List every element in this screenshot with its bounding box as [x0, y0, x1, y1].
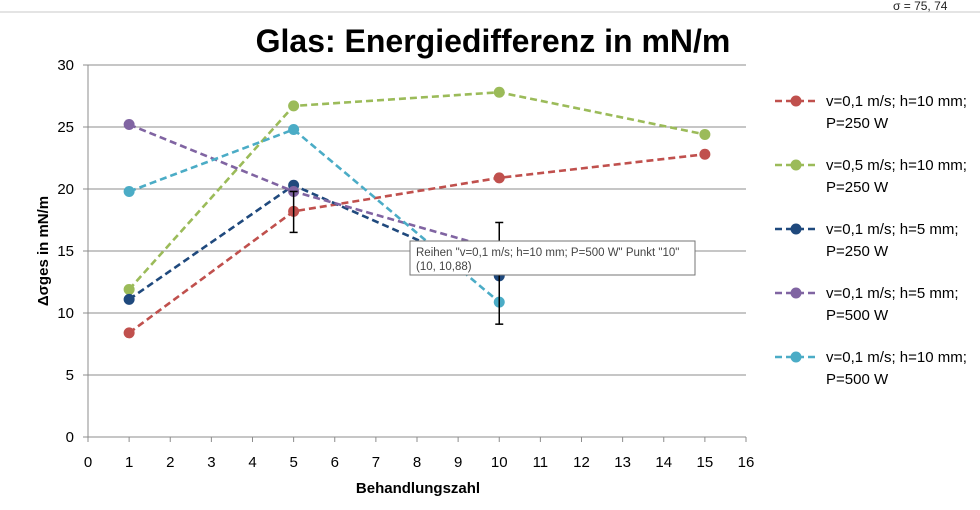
series-2-point-10	[493, 86, 505, 98]
series-2-point-1	[123, 283, 135, 295]
legend-series-2-label-line-2: P=250 W	[826, 179, 889, 196]
corner-text: σ = 75, 74	[893, 0, 948, 13]
x-tick-label-0: 0	[84, 454, 92, 471]
x-tick-label-6: 6	[331, 454, 339, 471]
y-tick-label-5: 5	[66, 367, 74, 384]
series-2-point-5	[288, 100, 300, 112]
legend-series-2-label-line-1: v=0,5 m/s; h=10 mm;	[826, 157, 967, 174]
legend-series-3-label-line-1: v=0,1 m/s; h=5 mm;	[826, 221, 959, 238]
chart-title: Glas: Energiedifferenz in mN/m	[256, 23, 731, 59]
legend-series-4-label-line-1: v=0,1 m/s; h=5 mm;	[826, 285, 959, 302]
legend-series-1-marker	[790, 95, 802, 107]
x-tick-label-9: 9	[454, 454, 462, 471]
y-tick-label-20: 20	[57, 181, 74, 198]
series-5-point-5	[288, 123, 300, 135]
series-4-point-1	[123, 119, 135, 131]
x-tick-label-13: 13	[614, 454, 631, 471]
series-2-line	[128, 90, 706, 291]
series-5-point-1	[123, 185, 135, 197]
series-2-point-15	[699, 128, 711, 140]
y-tick-label-15: 15	[57, 243, 74, 260]
x-tick-label-5: 5	[289, 454, 297, 471]
legend-series-5-label-line-1: v=0,1 m/s; h=10 mm;	[826, 349, 967, 366]
tooltip-line-1: Reihen "v=0,1 m/s; h=10 mm; P=500 W" Pun…	[416, 247, 679, 259]
legend-series-5-marker	[790, 351, 802, 363]
legend-series-4-label-line-2: P=500 W	[826, 307, 889, 324]
legend-series-3-label-line-2: P=250 W	[826, 243, 889, 260]
x-tick-label-1: 1	[125, 454, 133, 471]
y-tick-label-25: 25	[57, 119, 74, 136]
x-tick-label-14: 14	[655, 454, 672, 471]
legend-series-5-label-line-2: P=500 W	[826, 371, 889, 388]
grid-lines	[88, 64, 746, 376]
x-tick-label-16: 16	[738, 454, 755, 471]
x-axis-title: Behandlungszahl	[356, 480, 480, 497]
x-tick-label-8: 8	[413, 454, 421, 471]
x-tick-label-15: 15	[697, 454, 714, 471]
y-tick-label-10: 10	[57, 305, 74, 322]
data-point-tooltip: Reihen "v=0,1 m/s; h=10 mm; P=500 W" Pun…	[409, 240, 696, 276]
y-axis-title: Δσges in mN/m	[35, 196, 52, 306]
x-tick-label-11: 11	[533, 454, 549, 471]
series-5-line	[128, 127, 501, 304]
legend-series-2-marker	[790, 159, 802, 171]
legend-series-1-label-line-1: v=0,1 m/s; h=10 mm;	[826, 93, 967, 110]
x-tick-label-3: 3	[207, 454, 215, 471]
series-1-point-10	[493, 172, 505, 184]
series-1-point-1	[123, 327, 135, 339]
y-tick-label-0: 0	[66, 429, 74, 446]
x-tick-label-2: 2	[166, 454, 174, 471]
tooltip-box	[409, 240, 696, 276]
x-tick-label-7: 7	[372, 454, 380, 471]
series-3-point-1	[123, 293, 135, 305]
legend-series-3-marker	[790, 223, 802, 235]
legend: v=0,1 m/s; h=10 mm; P=250 W v=0,5 m/s; h=1…	[775, 93, 967, 388]
series-1-point-15	[699, 148, 711, 160]
x-tick-label-4: 4	[248, 454, 256, 471]
legend-series-4-marker	[790, 287, 802, 299]
series-1-line	[128, 152, 706, 334]
series-layer	[123, 86, 711, 339]
legend-series-1-label-line-2: P=250 W	[826, 115, 889, 132]
x-tick-label-12: 12	[573, 454, 590, 471]
y-tick-label-30: 30	[57, 57, 74, 74]
tooltip-line-2: (10, 10,88)	[416, 261, 472, 273]
x-tick-label-10: 10	[491, 454, 508, 471]
